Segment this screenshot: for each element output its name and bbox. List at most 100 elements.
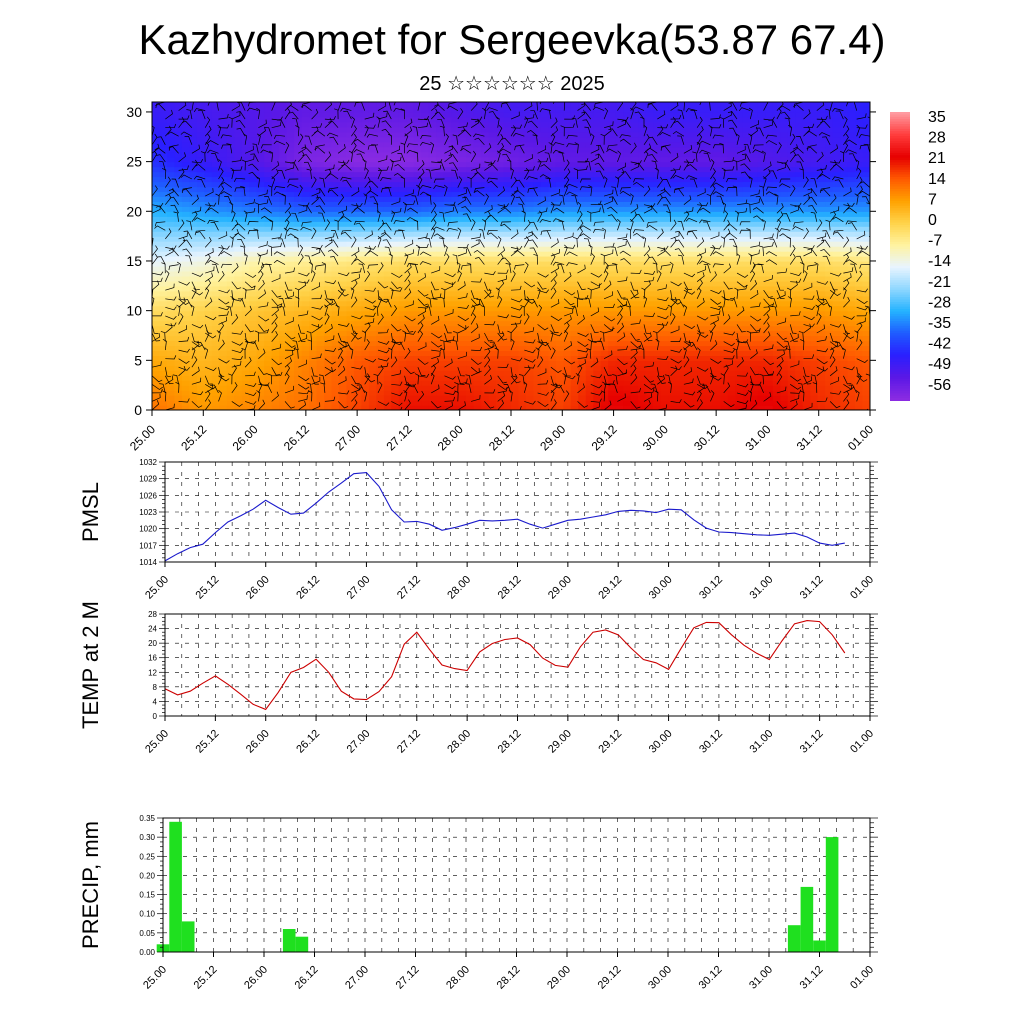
heatmap-cell — [645, 146, 654, 153]
heatmap-cell — [219, 275, 228, 282]
heatmap-cell — [518, 121, 527, 128]
heatmap-cell — [600, 126, 609, 133]
heatmap-cell — [668, 166, 677, 173]
heatmap-cell — [503, 136, 512, 143]
heatmap-cell — [563, 186, 572, 193]
heatmap-cell — [406, 290, 415, 297]
heatmap-cell — [578, 151, 587, 158]
heatmap-cell — [346, 325, 355, 332]
heatmap-cell — [286, 330, 295, 337]
heatmap-cell — [623, 111, 632, 118]
heatmap-cell — [376, 265, 385, 272]
heatmap-cell — [593, 121, 602, 128]
heatmap-cell — [563, 390, 572, 396]
heatmap-cell — [234, 275, 243, 282]
heatmap-cell — [458, 390, 467, 396]
heatmap-cell — [727, 161, 736, 168]
heatmap-cell — [413, 285, 422, 292]
heatmap-cell — [167, 181, 176, 188]
heatmap-cell — [570, 340, 579, 347]
heatmap-cell — [563, 365, 572, 371]
heatmap-cell — [585, 102, 594, 108]
heatmap-cell — [361, 290, 370, 297]
heatmap-cell — [152, 216, 161, 222]
heatmap-cell — [720, 315, 729, 322]
heatmap-cell — [324, 365, 333, 371]
heatmap-cell — [204, 315, 213, 322]
heatmap-cell — [488, 385, 497, 391]
heatmap-cell — [234, 107, 243, 113]
heatmap-cell — [279, 191, 288, 197]
heatmap-cell — [488, 265, 497, 272]
heatmap-cell — [705, 126, 714, 133]
heatmap-cell — [705, 270, 714, 277]
heatmap-cell — [451, 151, 460, 158]
heatmap-cell — [196, 156, 205, 163]
heatmap-cell — [608, 116, 617, 123]
heatmap-cell — [301, 211, 310, 217]
heatmap-cell — [750, 405, 759, 410]
heatmap-cell — [623, 126, 632, 133]
heatmap-cell — [301, 216, 310, 222]
heatmap-cell — [578, 241, 587, 247]
heatmap-cell — [339, 166, 348, 173]
heatmap-cell — [488, 325, 497, 332]
heatmap-cell — [219, 370, 228, 376]
heatmap-cell — [496, 196, 505, 202]
heatmap-cell — [421, 176, 430, 183]
heatmap-cell — [742, 395, 751, 401]
heatmap-cell — [324, 370, 333, 376]
heatmap-cell — [683, 400, 692, 406]
heatmap-cell — [421, 196, 430, 202]
heatmap-cell — [653, 400, 662, 406]
heatmap-cell — [309, 161, 318, 168]
heatmap-cell — [645, 201, 654, 207]
heatmap-cell — [294, 280, 303, 287]
heatmap-cell — [712, 191, 721, 197]
heatmap-cell — [653, 385, 662, 391]
heatmap-cell — [406, 231, 415, 237]
heatmap-cell — [316, 290, 325, 297]
heatmap-cell — [720, 395, 729, 401]
heatmap-cell — [742, 131, 751, 138]
heatmap-cell — [339, 236, 348, 242]
heatmap-cell — [294, 111, 303, 118]
heatmap-cell — [600, 251, 609, 257]
heatmap-cell — [189, 295, 198, 302]
heatmap-cell — [668, 275, 677, 282]
heatmap-cell — [742, 375, 751, 381]
heatmap-cell — [540, 300, 549, 307]
heatmap-cell — [451, 335, 460, 342]
heatmap-cell — [720, 211, 729, 217]
heatmap-cell — [675, 156, 684, 163]
heatmap-cell — [712, 196, 721, 202]
heatmap-cell — [211, 176, 220, 183]
heatmap-cell — [712, 107, 721, 113]
heatmap-cell — [645, 310, 654, 317]
heatmap-cell — [286, 265, 295, 272]
heatmap-cell — [473, 330, 482, 337]
heatmap-cell — [563, 290, 572, 297]
heatmap-cell — [189, 181, 198, 188]
heatmap-cell — [742, 405, 751, 410]
heatmap-cell — [458, 121, 467, 128]
heatmap-cell — [241, 315, 250, 322]
heatmap-cell — [481, 400, 490, 406]
heatmap-cell — [451, 186, 460, 193]
heatmap-cell — [152, 350, 161, 356]
heatmap-cell — [690, 370, 699, 376]
heatmap-cell — [698, 285, 707, 292]
heatmap-cell — [608, 390, 617, 396]
heatmap-cell — [742, 121, 751, 128]
heatmap-cell — [481, 305, 490, 312]
heatmap-cell — [630, 370, 639, 376]
heatmap-cell — [742, 191, 751, 197]
heatmap-cell — [249, 251, 258, 257]
heatmap-cell — [428, 181, 437, 188]
heatmap-cell — [720, 231, 729, 237]
heatmap-cell — [264, 241, 273, 247]
heatmap-cell — [623, 136, 632, 143]
heatmap-cell — [368, 290, 377, 297]
heatmap-cell — [406, 241, 415, 247]
heatmap-cell — [204, 156, 213, 163]
